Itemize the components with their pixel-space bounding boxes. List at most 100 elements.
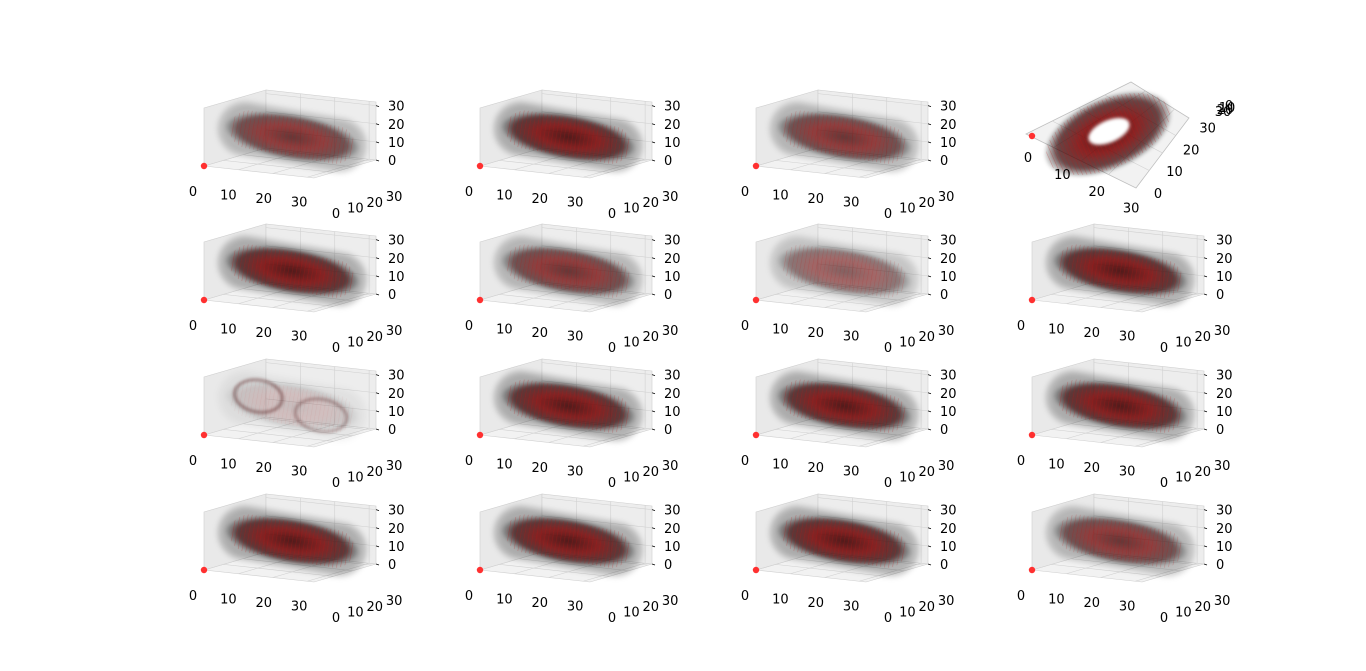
y-tick-label: 10 [899,335,916,350]
x-tick-label: 10 [220,457,237,472]
x-tick-label: 10 [1054,168,1071,183]
z-tick [1203,509,1208,512]
x-tick-label: 10 [772,322,789,337]
z-tick-label: 30 [940,369,957,384]
z-tick-label: 10 [1216,540,1233,555]
x-tick-label: 10 [496,188,513,203]
z-tick [927,257,932,260]
z-tick-label: 0 [388,154,396,169]
z-tick-label: 10 [940,405,957,420]
origin-marker [752,162,760,170]
z-tick [651,105,656,108]
z-tick-label: 0 [1225,99,1233,114]
z-tick [927,374,932,377]
x-tick-label: 0 [741,185,749,200]
z-tick [927,141,932,144]
cloud-texture [781,514,907,568]
grid-line [499,429,610,442]
origin-marker [752,431,760,439]
z-tick [375,563,380,566]
point-cloud [217,101,367,173]
x-tick-label: 0 [741,319,749,334]
z-tick [927,239,932,242]
z-tick [1203,374,1208,377]
y-tick-label: 10 [623,201,640,216]
z-tick [1203,428,1208,431]
y-tick-label: 20 [366,465,383,480]
y-tick-label: 30 [938,190,955,205]
z-tick-label: 10 [388,136,405,151]
grid-line [499,294,610,307]
z-tick-label: 10 [664,540,681,555]
z-tick-label: 30 [388,504,405,519]
y-tick-label: 10 [623,470,640,485]
point-cloud [769,235,919,307]
z-tick-label: 30 [940,100,957,115]
y-tick-label: 10 [1175,470,1192,485]
z-tick [651,527,656,530]
x-tick-label: 20 [807,461,824,476]
grid-line [817,362,929,375]
x-tick-label: 20 [255,326,272,341]
y-tick-label: 30 [1214,459,1231,474]
cloud-texture [781,244,907,298]
z-tick [927,293,932,296]
z-tick [1203,275,1208,278]
grid-line [499,160,610,173]
z-tick [927,275,932,278]
y-tick-label: 0 [1154,187,1162,202]
z-tick-label: 10 [1216,270,1233,285]
x-tick-label: 0 [189,589,197,604]
z-tick [1203,527,1208,530]
origin-marker [476,296,484,304]
x-tick-label: 20 [1083,326,1100,341]
z-tick [375,545,380,548]
grid-line [775,429,886,442]
x-tick-label: 20 [531,461,548,476]
x-tick-label: 0 [465,185,473,200]
cloud-ring [294,397,348,433]
z-tick-label: 20 [1216,522,1233,537]
z-tick-label: 30 [940,234,957,249]
cloud-ring [233,378,284,414]
z-tick-label: 0 [940,423,948,438]
z-tick [375,239,380,242]
z-tick-label: 20 [940,252,957,267]
point-cloud [493,101,643,173]
y-tick-label: 0 [332,341,340,356]
x-tick-label: 10 [220,592,237,607]
z-tick [375,428,380,431]
origin-marker [200,431,208,439]
z-tick-label: 0 [664,423,672,438]
z-tick [1203,392,1208,395]
z-tick-label: 20 [1216,387,1233,402]
z-tick-label: 20 [664,387,681,402]
z-tick-label: 0 [388,558,396,573]
x-tick-label: 0 [741,589,749,604]
x-tick-label: 10 [1048,592,1065,607]
z-tick-label: 10 [1219,101,1236,116]
z-tick-label: 10 [664,405,681,420]
z-tick-label: 20 [664,522,681,537]
point-cloud [217,370,367,442]
z-tick-label: 0 [664,558,672,573]
y-tick-label: 30 [386,324,403,339]
y-tick-label: 20 [366,600,383,615]
z-tick [651,428,656,431]
z-tick-label: 30 [1215,105,1232,120]
x-tick-label: 0 [189,454,197,469]
z-tick [375,527,380,530]
x-tick-label: 30 [291,195,308,210]
z-tick [927,159,932,162]
z-tick [651,257,656,260]
y-tick-label: 20 [918,600,935,615]
z-tick [651,141,656,144]
z-tick [1203,545,1208,548]
grid-line [541,362,653,375]
y-tick-label: 10 [347,470,364,485]
